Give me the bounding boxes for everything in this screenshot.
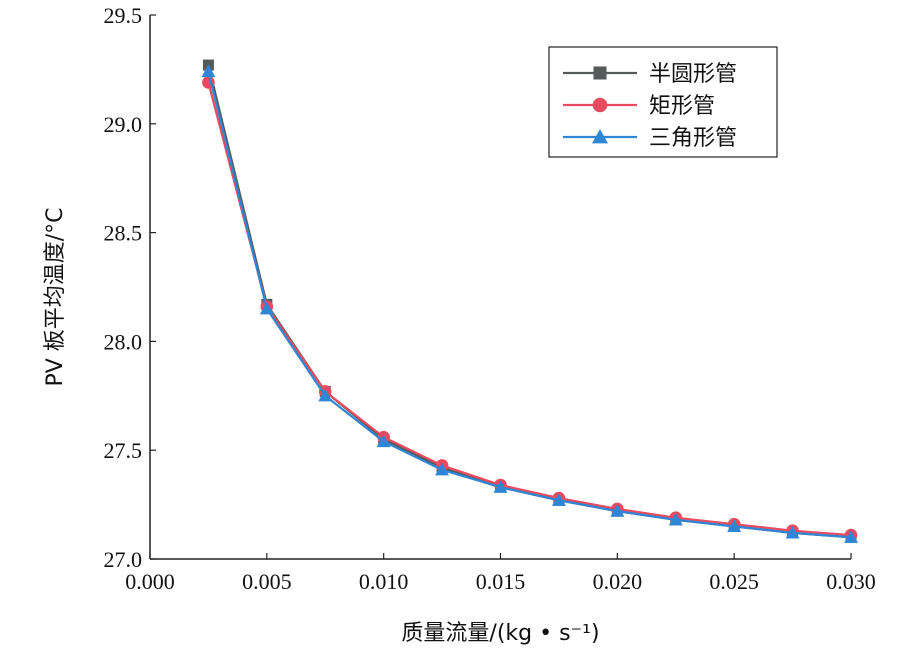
y-tick-label: 27.0	[104, 547, 143, 572]
y-tick-label: 28.0	[104, 329, 143, 354]
series-triangle	[201, 64, 858, 543]
y-tick-label: 27.5	[104, 438, 143, 463]
x-tick-label: 0.020	[593, 569, 643, 594]
x-axis-title: 质量流量/(kg • s⁻¹)	[401, 621, 599, 646]
legend-label: 三角形管	[649, 126, 737, 151]
series-line	[207, 71, 852, 539]
x-axis-ticks: 0.000 0.005 0.010 0.015 0.020 0.025 0.030	[125, 553, 876, 594]
x-tick-label: 0.010	[359, 569, 409, 594]
legend-item: 半圆形管	[563, 62, 737, 87]
legend-item: 三角形管	[563, 126, 737, 151]
y-axis-title: PV 板平均温度/°C	[43, 207, 68, 386]
series-line	[207, 82, 852, 537]
data-point	[551, 493, 566, 506]
x-tick-label: 0.030	[826, 569, 876, 594]
x-tick-label: 0.000	[125, 569, 175, 594]
x-tick-label: 0.025	[709, 569, 759, 594]
data-point	[785, 525, 800, 539]
data-point	[727, 519, 742, 532]
y-tick-label: 28.5	[104, 221, 143, 246]
y-tick-label: 29.0	[104, 112, 143, 137]
x-tick-label: 0.005	[242, 569, 292, 594]
data-point	[201, 64, 216, 78]
y-tick-label: 29.5	[104, 3, 143, 28]
data-point	[435, 462, 450, 476]
y-axis-ticks: 27.0 27.5 28.0 28.5 29.0 29.5	[104, 3, 156, 572]
x-tick-label: 0.015	[476, 569, 526, 594]
legend-label: 半圆形管	[649, 62, 737, 87]
data-point	[668, 512, 683, 526]
legend-item: 矩形管	[563, 94, 715, 119]
data-point	[318, 388, 333, 402]
data-point	[259, 301, 274, 315]
data-point	[493, 480, 508, 493]
legend-label: 矩形管	[649, 94, 715, 119]
data-point	[376, 434, 391, 448]
legend-marker-icon	[593, 66, 607, 80]
data-point	[844, 530, 858, 543]
series-layer	[201, 59, 858, 543]
legend-marker-icon	[592, 97, 608, 113]
legend-marker-icon	[592, 129, 608, 144]
data-point	[610, 504, 625, 517]
legend-box	[548, 46, 778, 158]
